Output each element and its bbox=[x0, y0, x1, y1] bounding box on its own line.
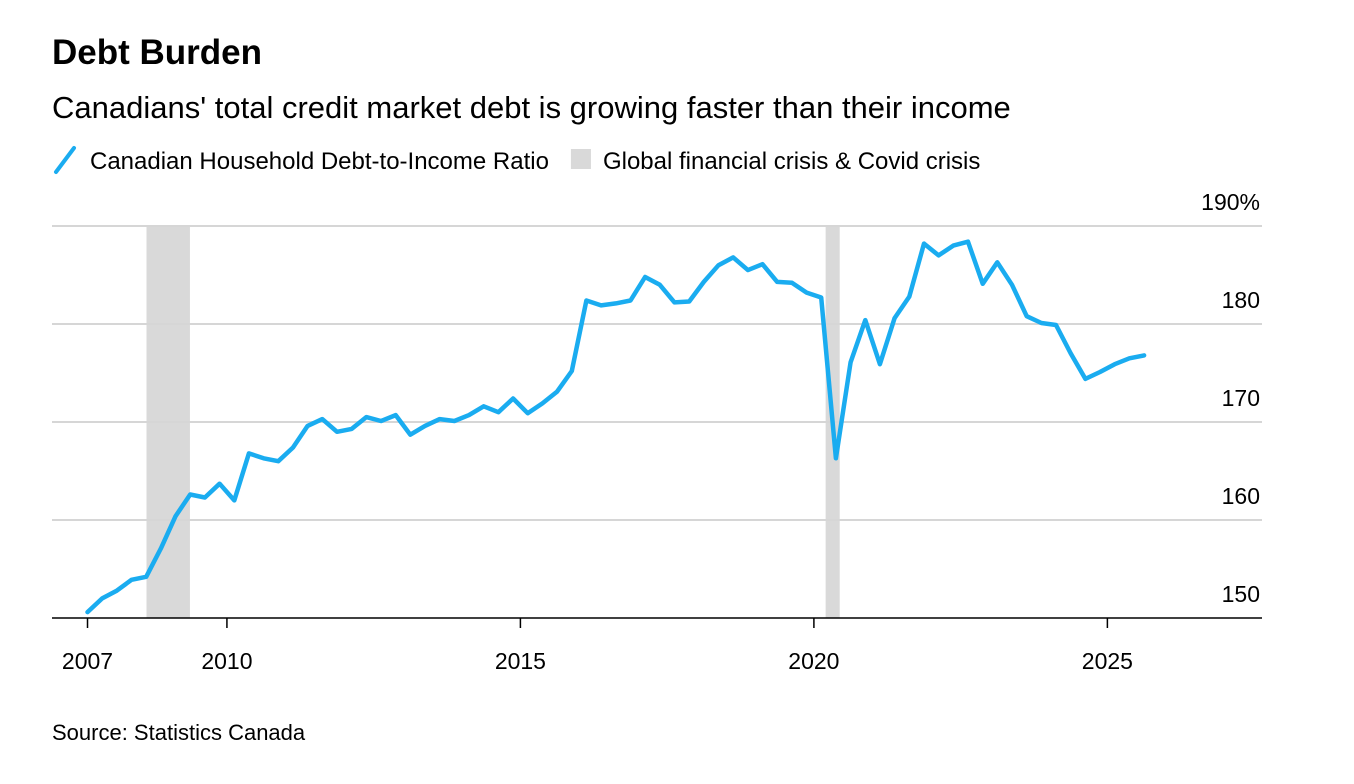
legend-label: Global financial crisis & Covid crisis bbox=[603, 148, 980, 175]
x-tick-label: 2020 bbox=[788, 648, 839, 674]
data-line bbox=[85, 239, 1147, 615]
x-tick-label: 2015 bbox=[495, 648, 546, 674]
legend-label: Canadian Household Debt-to-Income Ratio bbox=[90, 148, 549, 175]
x-tick-label: 2025 bbox=[1082, 648, 1133, 674]
y-tick-label: 170 bbox=[1222, 385, 1260, 411]
legend-swatch bbox=[570, 149, 591, 169]
x-tick-label: 2010 bbox=[201, 648, 252, 674]
chart-subtitle: Canadians' total credit market debt is g… bbox=[52, 90, 1011, 125]
chart-title: Debt Burden bbox=[52, 33, 262, 72]
y-tick-label: 150 bbox=[1222, 581, 1260, 607]
source: Source: Statistics Canada bbox=[52, 720, 306, 745]
x-tick-label: 2007 bbox=[62, 648, 113, 674]
y-tick-label: 190% bbox=[1201, 189, 1260, 215]
y-tick-label: 180 bbox=[1222, 287, 1260, 313]
y-tick-label: 160 bbox=[1222, 483, 1260, 509]
legend-swatch bbox=[54, 146, 76, 174]
